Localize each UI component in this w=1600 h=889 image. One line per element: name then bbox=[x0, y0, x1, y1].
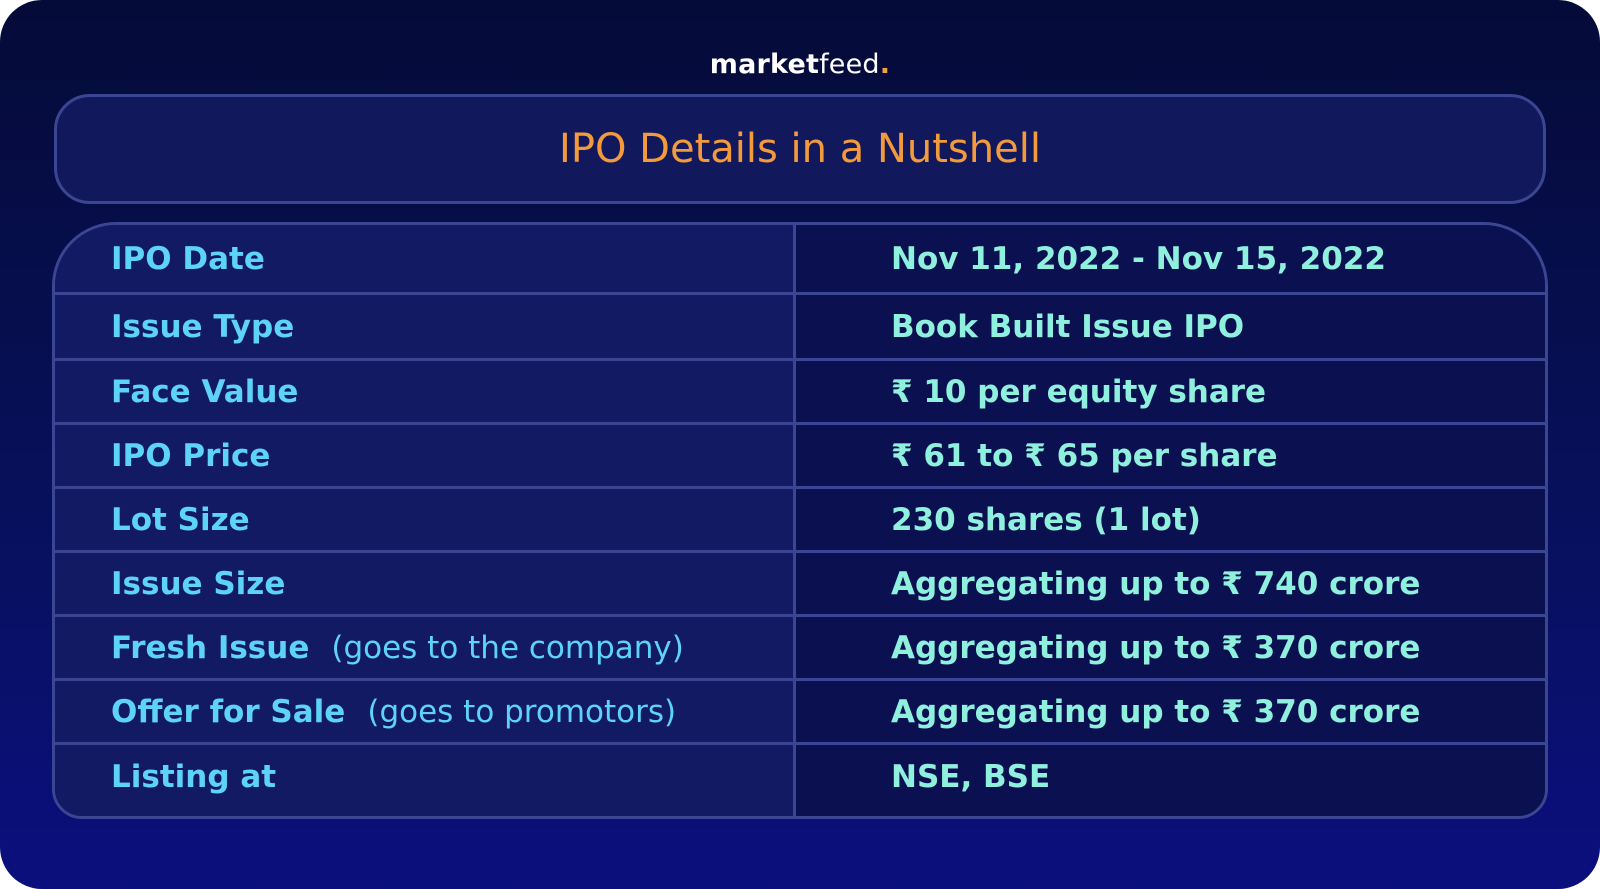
row-value-cell: Aggregating up to ₹ 370 crore bbox=[796, 617, 1545, 678]
table-row: IPO Date Nov 11, 2022 - Nov 15, 2022 bbox=[55, 225, 1545, 292]
table-row: Listing at NSE, BSE bbox=[55, 742, 1545, 816]
row-label-cell: Listing at bbox=[55, 745, 793, 816]
row-value: ₹ 61 to ₹ 65 per share bbox=[891, 437, 1278, 474]
row-label-note: (goes to promotors) bbox=[367, 693, 677, 730]
row-value: 230 shares (1 lot) bbox=[891, 501, 1201, 538]
row-label-cell: Offer for Sale (goes to promotors) bbox=[55, 681, 793, 742]
row-value: Aggregating up to ₹ 370 crore bbox=[891, 693, 1421, 730]
row-value: Nov 11, 2022 - Nov 15, 2022 bbox=[891, 240, 1386, 277]
table-row: Face Value ₹ 10 per equity share bbox=[55, 358, 1545, 422]
table-row: Offer for Sale (goes to promotors) Aggre… bbox=[55, 678, 1545, 742]
column-divider bbox=[793, 225, 796, 816]
row-value-cell: ₹ 10 per equity share bbox=[796, 361, 1545, 422]
row-label-cell: IPO Date bbox=[55, 225, 793, 292]
row-label-cell: Issue Size bbox=[55, 553, 793, 614]
row-value-cell: Nov 11, 2022 - Nov 15, 2022 bbox=[796, 225, 1545, 292]
page-title: IPO Details in a Nutshell bbox=[559, 126, 1041, 172]
row-label-cell: Lot Size bbox=[55, 489, 793, 550]
row-label-cell: Issue Type bbox=[55, 295, 793, 358]
row-label: Listing at bbox=[111, 759, 277, 795]
row-value-cell: Book Built Issue IPO bbox=[796, 295, 1545, 358]
ipo-details-table: IPO Date Nov 11, 2022 - Nov 15, 2022 Iss… bbox=[52, 222, 1548, 819]
row-label-cell: Fresh Issue (goes to the company) bbox=[55, 617, 793, 678]
row-value: Aggregating up to ₹ 370 crore bbox=[891, 629, 1421, 666]
row-label-note: (goes to the company) bbox=[331, 629, 684, 666]
row-value: Aggregating up to ₹ 740 crore bbox=[891, 565, 1421, 602]
row-value-cell: NSE, BSE bbox=[796, 745, 1545, 816]
title-banner: IPO Details in a Nutshell bbox=[54, 94, 1546, 204]
table-row: Issue Type Book Built Issue IPO bbox=[55, 292, 1545, 358]
brand-logo-dot: . bbox=[879, 49, 891, 80]
row-label: Issue Size bbox=[111, 565, 286, 602]
table-row: Lot Size 230 shares (1 lot) bbox=[55, 486, 1545, 550]
row-value-cell: Aggregating up to ₹ 370 crore bbox=[796, 681, 1545, 742]
row-label: Face Value bbox=[111, 373, 299, 410]
row-label: Fresh Issue bbox=[111, 629, 310, 666]
table-row: IPO Price ₹ 61 to ₹ 65 per share bbox=[55, 422, 1545, 486]
row-label: Lot Size bbox=[111, 501, 250, 538]
row-value: Book Built Issue IPO bbox=[891, 308, 1245, 345]
brand-logo-part1: market bbox=[709, 49, 820, 80]
row-label: IPO Date bbox=[111, 240, 265, 277]
row-label-cell: Face Value bbox=[55, 361, 793, 422]
brand-logo: marketfeed. bbox=[0, 46, 1600, 84]
row-value-cell: ₹ 61 to ₹ 65 per share bbox=[796, 425, 1545, 486]
row-value: ₹ 10 per equity share bbox=[891, 373, 1267, 410]
row-value-cell: Aggregating up to ₹ 740 crore bbox=[796, 553, 1545, 614]
brand-logo-part2: feed bbox=[819, 49, 880, 80]
table-row: Fresh Issue (goes to the company) Aggreg… bbox=[55, 614, 1545, 678]
row-label-cell: IPO Price bbox=[55, 425, 793, 486]
row-label: Offer for Sale bbox=[111, 693, 346, 730]
row-label: IPO Price bbox=[111, 437, 271, 474]
row-label: Issue Type bbox=[111, 308, 295, 345]
row-value: NSE, BSE bbox=[891, 759, 1051, 795]
table-row: Issue Size Aggregating up to ₹ 740 crore bbox=[55, 550, 1545, 614]
row-value-cell: 230 shares (1 lot) bbox=[796, 489, 1545, 550]
